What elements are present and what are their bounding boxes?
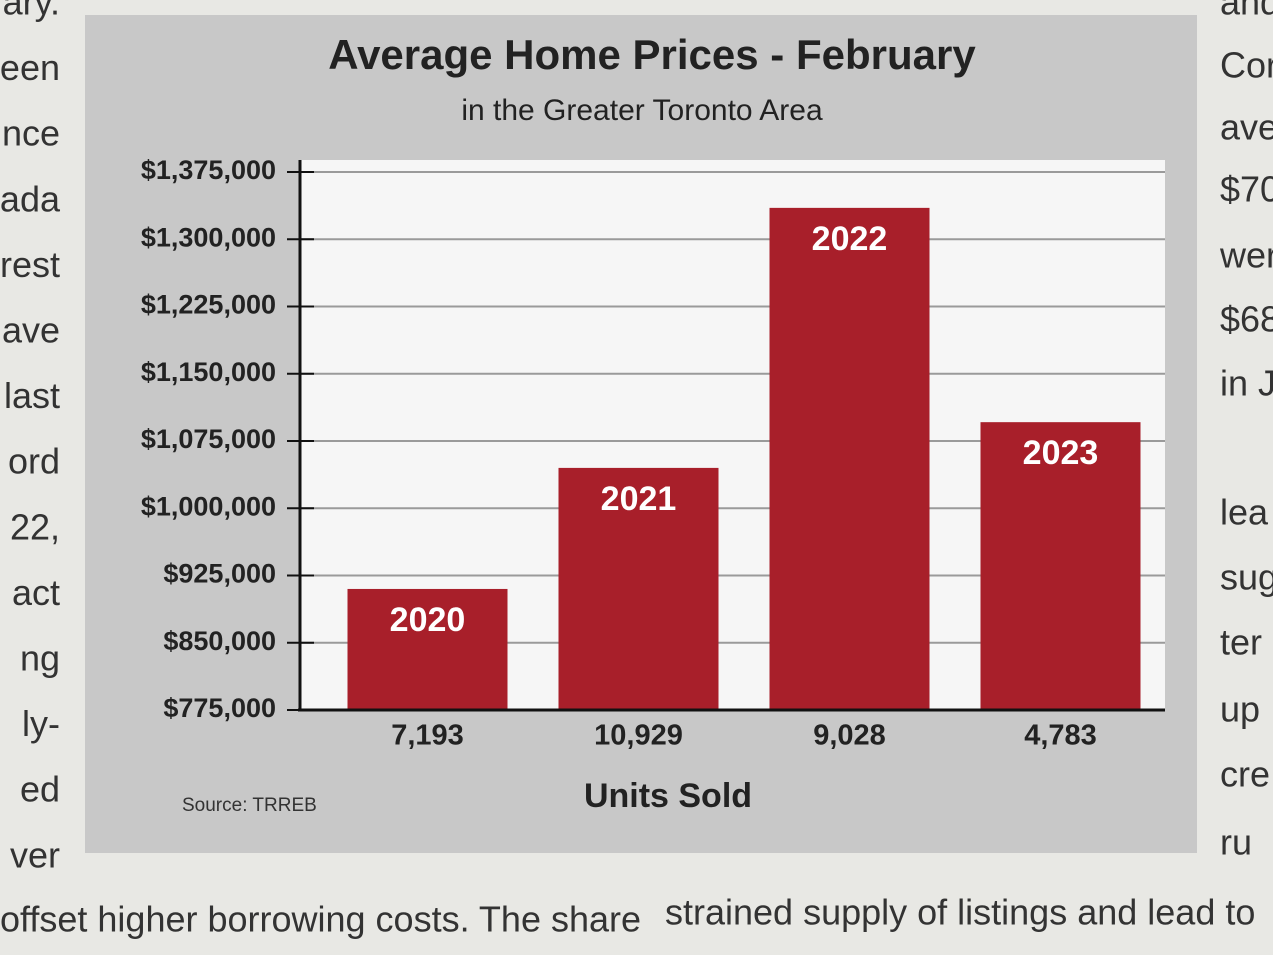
- body-text: ver: [10, 834, 60, 875]
- y-tick-label: $1,075,000: [141, 424, 276, 454]
- y-tick-label: $1,000,000: [141, 491, 276, 521]
- x-tick-label: 9,028: [813, 720, 886, 752]
- body-text: sug: [1220, 557, 1273, 598]
- bar: [980, 422, 1141, 710]
- y-tick-label: $850,000: [163, 626, 276, 656]
- x-tick-label: 7,193: [391, 720, 464, 752]
- body-text: wer: [1219, 235, 1273, 276]
- body-text: act: [12, 572, 60, 613]
- body-text: ada: [0, 178, 61, 219]
- y-tick-label: $775,000: [163, 693, 276, 723]
- body-text: rest: [0, 244, 60, 285]
- y-tick-label: $925,000: [163, 559, 276, 589]
- body-text: ed: [20, 769, 60, 810]
- body-text: and: [1220, 0, 1273, 23]
- bar-category-label: 2023: [1023, 434, 1099, 472]
- body-text: $70: [1220, 169, 1273, 210]
- body-text: ave: [1220, 107, 1273, 148]
- body-text: last: [4, 375, 60, 416]
- body-text: ter: [1220, 622, 1262, 663]
- y-tick-label: $1,150,000: [141, 357, 276, 387]
- bar-category-label: 2021: [601, 480, 677, 518]
- body-text: 22,: [10, 506, 60, 547]
- body-text: ord: [8, 441, 60, 482]
- body-text: ave: [2, 310, 60, 351]
- body-text: ince: [0, 113, 60, 154]
- body-text: ru: [1220, 822, 1252, 863]
- bar-category-label: 2020: [390, 601, 466, 639]
- body-text: cre: [1220, 754, 1270, 795]
- x-axis-label: Units Sold: [584, 777, 752, 815]
- x-tick-label: 10,929: [594, 720, 683, 752]
- body-text: in J: [1220, 363, 1273, 404]
- body-text: Cor: [1220, 45, 1273, 86]
- body-text: offset higher borrowing costs. The share: [0, 899, 641, 940]
- bar: [347, 588, 508, 710]
- source: Source: TRREB: [182, 795, 317, 816]
- bar: [558, 467, 719, 710]
- x-tick-label: 4,783: [1024, 720, 1097, 752]
- chart-subtitle: in the Greater Toronto Area: [461, 94, 823, 127]
- chart-title: Average Home Prices - February: [328, 31, 976, 78]
- body-text: strained supply of listings and lead to: [665, 892, 1255, 933]
- body-text: ary.: [3, 0, 60, 23]
- bar-category-label: 2022: [812, 220, 888, 258]
- body-text: up: [1220, 689, 1260, 730]
- bar: [769, 207, 930, 710]
- body-text: ng: [20, 638, 60, 679]
- body-text: ly-: [22, 703, 60, 744]
- body-text: been: [0, 47, 60, 88]
- y-tick-label: $1,300,000: [141, 222, 276, 252]
- body-text: $68: [1220, 299, 1273, 340]
- body-text: lea: [1220, 492, 1269, 533]
- y-tick-label: $1,375,000: [141, 155, 276, 185]
- y-tick-label: $1,225,000: [141, 290, 276, 320]
